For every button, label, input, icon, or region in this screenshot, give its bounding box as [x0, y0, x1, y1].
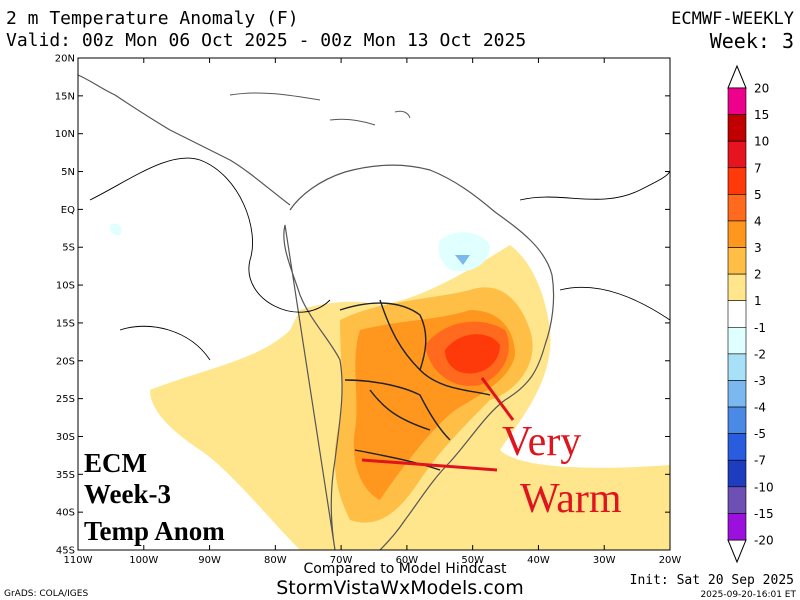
lat-tick-label: 10N: [55, 129, 75, 140]
anomaly-cool-small: [109, 223, 122, 236]
colorbar-label: -7: [754, 454, 766, 468]
anomaly-5-7: [445, 334, 500, 374]
colorbar-label: -5: [754, 427, 766, 441]
map: 20N15N10N5NEQ5S10S15S20S25S30S35S40S45S …: [55, 54, 682, 567]
colorbar-segment: [727, 433, 747, 461]
timestamp: 2025-09-20-16:01 ET: [700, 590, 796, 600]
lon-ticks: 110W 100W 90W 80W 70W 60W 50W 40W 30W 20W: [64, 58, 682, 566]
colorbar-label: 3: [754, 241, 762, 255]
colorbar-label: 7: [754, 161, 762, 175]
lat-ticks: 20N 15N 10N 5N EQ 5S 10S 15S 20S 25S 30S 35S 40S 45S: [55, 54, 670, 557]
colorbar-segment: [727, 380, 747, 408]
week-label: Week: 3: [710, 29, 794, 53]
lat-tick-label: 10S: [56, 281, 75, 292]
lat-tick-label: 30S: [56, 432, 75, 443]
callout-text: Very: [502, 419, 581, 465]
colorbar-label: -3: [754, 374, 766, 388]
colorbar-segment: [727, 353, 747, 381]
lat-tick-label: 20N: [55, 54, 75, 65]
lat-tick-label: 15N: [55, 91, 75, 102]
colorbar-segment: [727, 167, 747, 195]
lat-tick-label: 5N: [61, 167, 75, 178]
colorbar: 20 15 10 7 5 4 3 2 1 -1 -2 -3 -4 -5 -7 -10 -15 -20: [727, 64, 774, 564]
lon-tick-label: 50W: [461, 555, 484, 566]
map-frame: [77, 57, 671, 551]
lon-tick-label: 40W: [527, 555, 550, 566]
colorbar-segment: [727, 87, 747, 115]
lat-tick-label: 35S: [56, 470, 75, 481]
colorbar-segment: [727, 247, 747, 275]
website: StormVistaWxModels.com: [276, 577, 524, 599]
footnote: Compared to Model Hindcast: [303, 561, 507, 577]
model-label: ECM: [84, 448, 147, 478]
colorbar-segment: [727, 513, 747, 541]
lat-tick-label: EQ: [61, 205, 75, 216]
lon-tick-label: 60W: [396, 555, 419, 566]
country-borders: [339, 299, 491, 471]
coastline-south-america: [283, 164, 555, 550]
anomaly-cool-core: [455, 255, 470, 265]
colorbar-segment: [727, 273, 747, 302]
lat-tick-label: 40S: [56, 508, 75, 519]
lon-tick-label: 90W: [198, 555, 221, 566]
colorbar-label: 20: [754, 82, 769, 96]
lon-tick-label: 80W: [264, 555, 287, 566]
colorbar-label: -1: [754, 321, 766, 335]
coastline-caribbean: [229, 92, 411, 126]
colorbar-label: 15: [754, 108, 769, 122]
colorbar-segment: [727, 220, 747, 248]
colorbar-segment: [727, 194, 747, 222]
lon-tick-label: 110W: [64, 555, 93, 566]
colorbar-segment: [727, 114, 747, 142]
colorbar-segment: [727, 326, 747, 355]
colorbar-label: 2: [754, 268, 762, 282]
lon-tick-label: 100W: [129, 555, 158, 566]
lat-tick-label: 20S: [56, 356, 75, 367]
colorbar-segment: [727, 406, 747, 434]
colorbar-segment: [727, 300, 747, 328]
model-label: Week-3: [84, 479, 171, 509]
lat-tick-label: 45S: [56, 546, 75, 557]
anomaly-cool: [438, 232, 490, 272]
callout-arrow: [361, 458, 498, 472]
lat-tick-label: 15S: [56, 318, 75, 329]
colorbar-segment: [727, 486, 747, 514]
callout-text: Warm: [520, 476, 622, 522]
lon-tick-label: 30W: [593, 555, 616, 566]
lat-tick-label: 5S: [62, 243, 75, 254]
lon-tick-label: 70W: [330, 555, 353, 566]
colorbar-segment: [727, 140, 747, 169]
colorbar-label: 10: [754, 135, 769, 149]
colorbar-label: 4: [754, 214, 762, 228]
colorbar-label: -15: [754, 507, 774, 521]
title: 2 m Temperature Anomaly (F): [6, 8, 299, 29]
coastline-central-america: [78, 74, 291, 206]
colorbar-label: -4: [754, 401, 766, 415]
model-label: Temp Anom: [84, 516, 225, 546]
init-time: Init: Sat 20 Sep 2025: [630, 573, 794, 588]
colorbar-label: -2: [754, 347, 766, 361]
lon-tick-label: 20W: [659, 555, 682, 566]
colorbar-label: -10: [754, 480, 774, 494]
callout-arrow: [480, 377, 515, 421]
valid-time: Valid: 00z Mon 06 Oct 2025 - 00z Mon 13 …: [6, 30, 526, 51]
colorbar-label: -20: [754, 534, 774, 548]
colorbar-segment: [727, 459, 747, 488]
model-name: ECMWF-WEEKLY: [671, 9, 794, 29]
colorbar-label: 5: [754, 188, 762, 202]
grads-credit: GrADS: COLA/IGES: [4, 589, 88, 599]
colorbar-label: 1: [754, 294, 762, 308]
contour-lines: [89, 157, 670, 361]
lat-tick-label: 25S: [56, 394, 75, 405]
